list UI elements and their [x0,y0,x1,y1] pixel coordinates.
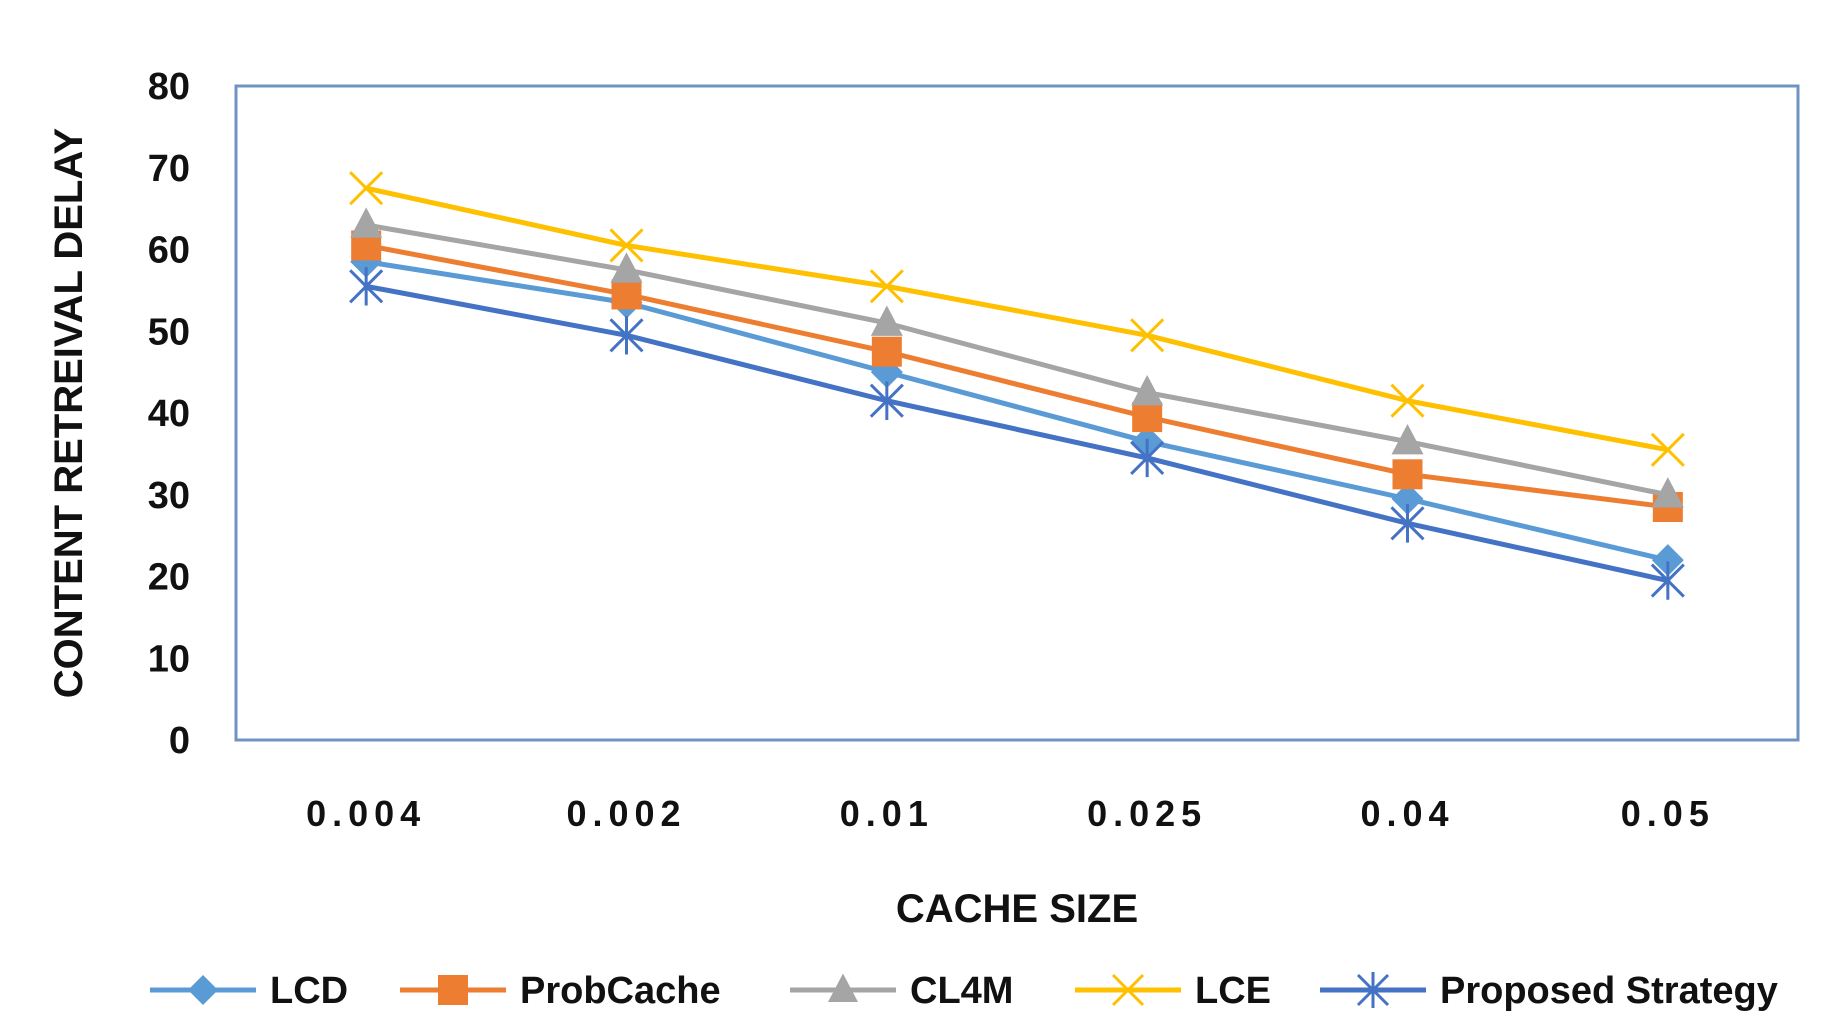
series-lcd [350,245,1684,577]
x-axis-ticks: 0.004 0.002 0.01 0.025 0.04 0.05 [306,793,1715,834]
data-point-marker [611,279,642,310]
y-tick-label: 70 [148,148,190,190]
data-point-marker [1651,477,1684,508]
series-proposed-strategy [349,267,1685,600]
plot-area [234,84,1800,742]
series-line [363,283,1671,584]
data-point-marker [869,269,904,304]
y-tick-label: 50 [148,311,190,353]
data-point-marker [609,228,644,263]
series-line [363,222,1671,498]
data-point-marker [871,336,902,367]
data-point-marker [869,381,904,420]
y-axis-ticks: 0 10 20 30 40 50 60 70 80 [148,66,190,762]
legend-marker [438,975,468,1005]
legend-label: LCD [270,970,348,1012]
data-point-marker [1130,318,1165,353]
x-tick-label: 0.025 [1087,793,1207,834]
legend-label: Proposed Strategy [1440,970,1778,1012]
data-point-marker [350,207,383,238]
data-point-marker [1650,432,1685,467]
y-tick-label: 60 [148,230,190,272]
x-tick-label: 0.04 [1360,793,1454,834]
data-point-marker [350,245,383,278]
data-point-marker [1132,402,1163,433]
y-tick-label: 30 [148,475,190,517]
y-tick-label: 10 [148,638,190,680]
legend-label: LCE [1195,970,1271,1012]
legend-label: CL4M [910,970,1013,1012]
series-probcache [351,230,1683,523]
data-point-marker [1390,504,1425,543]
series-line [363,242,1671,510]
legend-item: ProbCache [400,970,721,1012]
y-axis-title: CONTENT RETREIVAL DELAY [47,127,91,698]
data-point-marker [1391,424,1424,455]
legend-item: Proposed Strategy [1320,970,1778,1012]
y-tick-label: 20 [148,557,190,599]
series-lce [349,171,1685,467]
legend-marker [1356,972,1390,1008]
data-point-marker [609,316,644,355]
data-point-marker [1390,383,1425,418]
data-point-marker [1131,374,1164,406]
x-tick-label: 0.004 [306,793,426,834]
legend-marker [1111,973,1145,1007]
x-tick-label: 0.01 [840,793,934,834]
legend: LCD ProbCache CL4M LCE Proposed Strategy [150,970,1778,1012]
x-axis-title: CACHE SIZE [896,887,1138,931]
legend-label: ProbCache [520,970,721,1012]
data-point-marker [1392,459,1423,490]
series-layer [349,171,1685,600]
y-tick-label: 0 [169,720,190,762]
series-cl4m [350,207,1684,508]
data-point-marker [1650,561,1685,600]
x-tick-label: 0.05 [1621,793,1715,834]
data-point-marker [1130,438,1165,478]
y-tick-label: 80 [148,66,190,108]
legend-marker [188,975,218,1005]
data-point-marker [1651,544,1684,577]
y-tick-label: 40 [148,393,190,435]
legend-item: LCD [150,970,348,1012]
series-line [363,259,1671,563]
legend-item: LCE [1075,970,1271,1012]
data-point-marker [610,252,643,283]
data-point-marker [870,305,903,336]
legend-marker [828,973,858,1002]
x-tick-label: 0.002 [566,793,686,834]
data-point-marker [349,267,384,306]
data-point-marker [349,171,384,206]
series-line [363,185,1671,453]
data-point-marker [1391,482,1424,515]
legend-item: CL4M [790,970,1013,1012]
